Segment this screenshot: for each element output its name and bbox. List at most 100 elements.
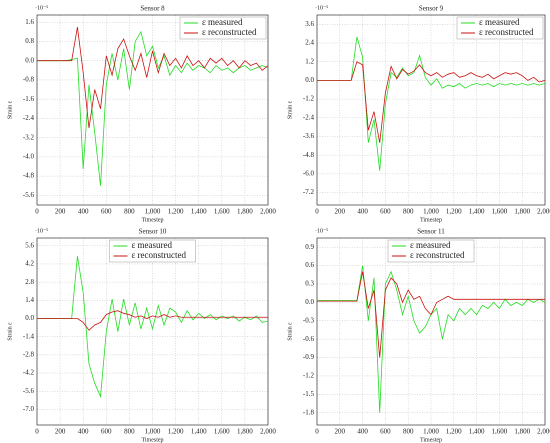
x-tick-label: 1,000 (145, 208, 161, 216)
x-tick-label: 600 (380, 208, 391, 216)
x-axis-label: Timestep (141, 437, 163, 443)
x-tick-label: 1,600 (492, 428, 508, 436)
y-tick-label: 1.6 (25, 18, 34, 26)
x-axis-label: Timestep (420, 217, 442, 223)
legend-label: ε measured (202, 17, 243, 27)
x-tick-label: 400 (78, 428, 89, 436)
y-tick-label: -6.0 (303, 169, 315, 177)
x-tick-label: 400 (78, 208, 89, 216)
x-tick-label: 2,000 (260, 208, 276, 216)
x-tick-label: 1,800 (514, 208, 530, 216)
legend-label: ε reconstructed (132, 250, 187, 260)
x-tick-label: 1,200 (446, 208, 462, 216)
x-tick-label: 200 (55, 208, 66, 216)
x-tick-label: 200 (55, 428, 66, 436)
x-tick-label: 1,000 (145, 428, 161, 436)
y-tick-label: -1.6 (23, 95, 35, 103)
y-axis-label: Strain ε (287, 100, 293, 119)
x-tick-label: 200 (335, 428, 346, 436)
y-tick-label: -5.6 (23, 191, 35, 199)
legend-box (456, 16, 544, 40)
x-tick-label: 0 (35, 428, 39, 436)
y-tick-label: -0.6 (303, 335, 315, 343)
series-line (37, 30, 268, 186)
x-tick-label: 200 (335, 208, 346, 216)
y-tick-label: 2.8 (25, 278, 34, 286)
x-tick-label: 1,400 (191, 208, 207, 216)
y-tick-label: -4.0 (23, 153, 35, 161)
y-tick-label: 0.0 (25, 56, 34, 64)
y-tick-label: 0.8 (25, 37, 34, 45)
y-tick-label: -3.2 (23, 133, 35, 141)
chart-title: Sensor 9 (419, 5, 444, 13)
y-axis-label: Strain ε (7, 322, 13, 341)
y-tick-label: -0.3 (303, 316, 315, 324)
x-tick-label: 600 (101, 428, 112, 436)
series-line (37, 256, 268, 399)
x-tick-label: 400 (357, 428, 368, 436)
y-tick-label: 0.0 (25, 314, 34, 322)
y-tick-label: -5.6 (23, 387, 35, 395)
x-tick-label: 0 (35, 208, 39, 216)
plot-frame (316, 237, 546, 426)
x-tick-label: 1,200 (168, 428, 184, 436)
y-tick-label: 1.2 (305, 57, 314, 65)
y-tick-label: 2.4 (305, 39, 314, 47)
legend-label: ε reconstructed (410, 250, 465, 260)
x-tick-label: 2,000 (260, 428, 276, 436)
x-tick-label: 800 (403, 208, 414, 216)
x-tick-label: 1,000 (423, 428, 439, 436)
y-tick-label: 0.0 (305, 76, 314, 84)
legend-box (387, 239, 475, 263)
series-line (317, 271, 545, 358)
x-tick-label: 1,800 (237, 428, 253, 436)
y-tick-label: -1.5 (303, 390, 315, 398)
y-axis-label: Strain ε (7, 100, 13, 119)
y-tick-label: -4.8 (23, 172, 35, 180)
y-tick-label: -7.2 (303, 188, 315, 196)
y-multiplier: ·10⁻⁵ (315, 5, 328, 11)
x-tick-label: 1,200 (446, 428, 462, 436)
y-tick-label: -4.8 (303, 151, 315, 159)
y-multiplier: ·10⁻⁵ (315, 228, 328, 234)
x-tick-label: 400 (357, 208, 368, 216)
y-tick-label: 4.2 (25, 260, 34, 268)
y-tick-label: 5.6 (25, 241, 34, 249)
x-tick-label: 1,800 (237, 208, 253, 216)
y-tick-label: -3.6 (303, 132, 315, 140)
x-axis-label: Timestep (420, 437, 442, 443)
y-tick-label: -4.2 (23, 369, 35, 377)
legend-label: ε measured (479, 17, 520, 27)
y-tick-label: -1.2 (303, 372, 315, 380)
y-tick-label: 1.4 (25, 296, 34, 304)
y-tick-label: -2.4 (303, 113, 315, 121)
y-tick-label: -2.4 (23, 114, 35, 122)
y-tick-label: -0.9 (303, 353, 315, 361)
y-multiplier: ·10⁻⁵ (35, 228, 48, 234)
x-tick-label: 1,400 (469, 208, 485, 216)
x-tick-label: 0 (315, 428, 319, 436)
y-tick-label: -1.8 (303, 408, 315, 416)
x-tick-label: 600 (101, 208, 112, 216)
y-tick-label: 0.6 (305, 261, 314, 269)
x-tick-label: 800 (124, 208, 135, 216)
x-tick-label: 1,400 (191, 428, 207, 436)
series-line (37, 26, 268, 129)
x-tick-label: 1,600 (214, 428, 230, 436)
x-tick-label: 1,400 (469, 428, 485, 436)
x-tick-label: 800 (403, 428, 414, 436)
series-line (37, 310, 268, 331)
y-tick-label: 0.0 (305, 298, 314, 306)
x-tick-label: 0 (315, 208, 319, 216)
x-tick-label: 1,600 (214, 208, 230, 216)
x-tick-label: 800 (124, 428, 135, 436)
legend-box (109, 239, 196, 263)
legend-label: ε measured (132, 240, 173, 250)
x-tick-label: 2,000 (537, 208, 550, 216)
series-line (317, 36, 545, 171)
legend-box (179, 16, 267, 40)
x-tick-label: 600 (380, 428, 391, 436)
y-axis-label: Strain ε (287, 322, 293, 341)
y-tick-label: 3.6 (305, 20, 314, 28)
legend-label: ε reconstructed (479, 27, 534, 37)
